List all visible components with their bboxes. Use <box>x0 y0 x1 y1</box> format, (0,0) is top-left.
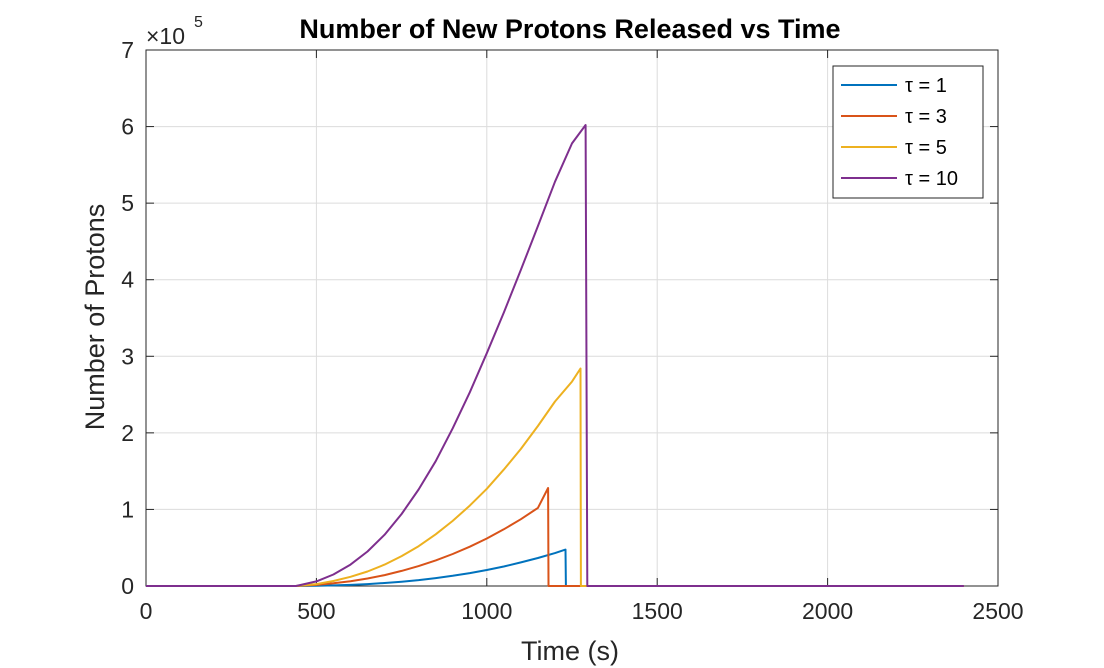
y-tick-label: 1 <box>121 496 134 522</box>
series-line-2 <box>146 487 964 587</box>
y-tick-label: 6 <box>121 114 134 140</box>
y-exponent-power: 5 <box>194 14 203 31</box>
x-tick-label: 1500 <box>632 598 683 624</box>
y-tick-label: 0 <box>121 573 134 599</box>
legend-box <box>832 65 984 199</box>
y-axis-label: Number of Protons <box>80 204 110 431</box>
y-tick-labels: 0 1 2 3 4 5 6 7 <box>121 37 134 599</box>
legend-label: τ = 10 <box>905 168 958 190</box>
x-tick-label: 1000 <box>461 598 512 624</box>
legend-label: τ = 3 <box>905 106 947 128</box>
series-line-1 <box>146 548 964 587</box>
y-exponent-base: ×10 <box>146 23 185 49</box>
x-tick-label: 500 <box>297 598 335 624</box>
y-tick-label: 2 <box>121 420 134 446</box>
chart-title: Number of New Protons Released vs Time <box>299 14 840 44</box>
y-tick-label: 7 <box>121 37 134 63</box>
y-tick-label: 4 <box>121 267 134 293</box>
legend-label: τ = 5 <box>905 137 947 159</box>
y-tick-label: 5 <box>121 190 134 216</box>
series-lines <box>146 124 964 587</box>
x-tick-label: 0 <box>140 598 153 624</box>
x-tick-label: 2000 <box>802 598 853 624</box>
legend-label: τ = 1 <box>905 75 947 97</box>
x-tick-label: 2500 <box>972 598 1023 624</box>
series-line-3 <box>146 367 964 587</box>
legend: τ = 1 τ = 3 τ = 5 τ = 10 <box>832 65 984 199</box>
x-tick-labels: 0 500 1000 1500 2000 2500 <box>140 598 1024 624</box>
x-axis-label: Time (s) <box>521 636 619 666</box>
series-line-4 <box>146 124 964 587</box>
y-tick-label: 3 <box>121 343 134 369</box>
